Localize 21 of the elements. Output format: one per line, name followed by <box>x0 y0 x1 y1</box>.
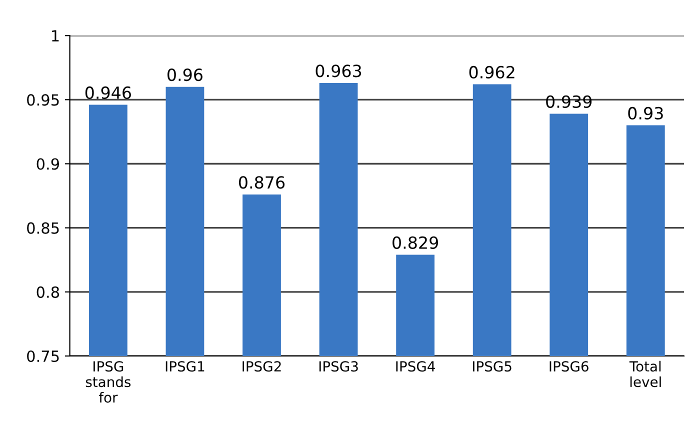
y-tick-label: 0.9 <box>36 158 60 170</box>
y-tick-label: 0.95 <box>27 94 59 106</box>
y-tick-label: 1 <box>52 30 59 42</box>
data-label: 0.962 <box>469 66 514 79</box>
y-tick-label: 0.75 <box>27 350 59 362</box>
data-label: 0.876 <box>238 176 285 189</box>
x-tick-label: IPSG6 <box>550 361 588 372</box>
x-tick-label: IPSG5 <box>473 361 512 372</box>
x-tick-label: IPSG stands for <box>86 361 131 403</box>
y-tick-label: 0.8 <box>36 286 60 298</box>
data-label: 0.946 <box>85 86 131 100</box>
data-label: 0.93 <box>628 106 663 120</box>
data-label: 0.829 <box>392 236 438 249</box>
x-tick-label: IPSG4 <box>396 361 435 372</box>
y-tick-label: 0.85 <box>27 222 59 234</box>
data-label: 0.963 <box>316 64 362 78</box>
x-tick-label: IPSG2 <box>242 361 281 372</box>
x-tick-label: IPSG3 <box>319 361 358 372</box>
x-tick-label: IPSG1 <box>166 361 204 372</box>
x-tick-label: Total level <box>629 360 661 388</box>
data-label: 0.96 <box>168 68 202 82</box>
